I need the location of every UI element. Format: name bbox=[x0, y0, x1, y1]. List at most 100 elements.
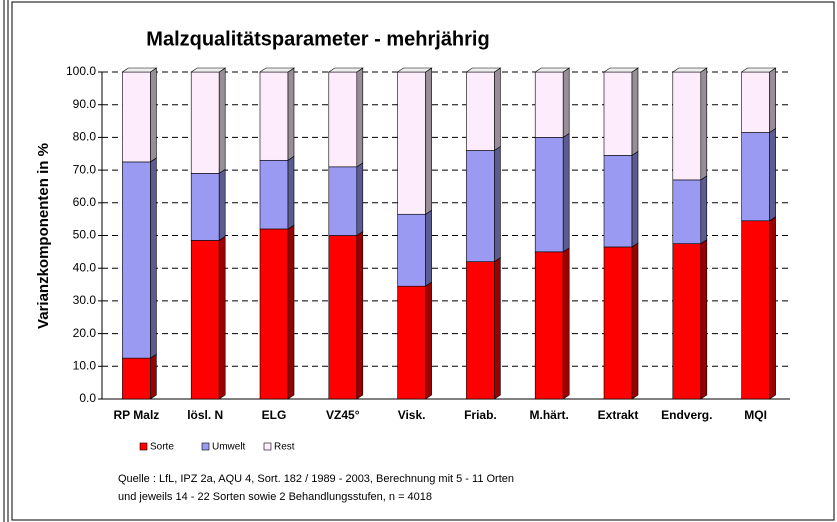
bar-segment-side bbox=[150, 353, 157, 400]
legend-swatch bbox=[201, 442, 210, 451]
bar-segment-side bbox=[562, 67, 570, 138]
bar-segment-side bbox=[425, 67, 432, 215]
x-tick-label: Visk. bbox=[398, 408, 426, 422]
bar-segment bbox=[603, 71, 633, 156]
bar-segment bbox=[603, 155, 633, 248]
bar-segment bbox=[466, 150, 495, 262]
legend-label: Umwelt bbox=[212, 442, 246, 453]
x-tick-label: M.härt. bbox=[530, 408, 569, 422]
bar-segment-side bbox=[150, 157, 157, 359]
bar-segment-side bbox=[356, 162, 364, 237]
legend-swatch bbox=[139, 442, 148, 451]
bar-segment bbox=[741, 71, 770, 133]
bar-segment-side bbox=[631, 242, 639, 400]
bar-segment bbox=[466, 261, 495, 400]
bar-segment bbox=[741, 132, 770, 222]
x-tick-label: lösl. N bbox=[187, 408, 223, 422]
x-tick-label: RP Malz bbox=[114, 408, 160, 422]
bar-segment bbox=[328, 235, 358, 400]
y-axis-label: Varianzkomponenten in % bbox=[35, 143, 52, 329]
bar-top bbox=[465, 67, 502, 73]
legend-label: Sorte bbox=[150, 442, 174, 453]
bar-segment-side bbox=[356, 230, 364, 400]
bar-segment-side bbox=[425, 209, 432, 287]
y-tick-label: 90.0 bbox=[73, 97, 97, 111]
y-tick-label: 60.0 bbox=[73, 195, 97, 209]
note: und jeweils 14 - 22 Sorten sowie 2 Behan… bbox=[118, 491, 432, 503]
bar-segment-side bbox=[769, 67, 776, 134]
bar-segment bbox=[259, 71, 289, 161]
bar-segment bbox=[397, 213, 426, 287]
bar-segment bbox=[534, 251, 564, 400]
bar-segment-side bbox=[700, 239, 708, 400]
x-tick-label: Extrakt bbox=[598, 408, 639, 422]
bar-segment bbox=[534, 71, 564, 138]
bar-segment bbox=[397, 71, 426, 215]
bar-top bbox=[534, 67, 571, 73]
bar-segment-side bbox=[218, 235, 226, 400]
bar-segment bbox=[328, 71, 358, 168]
bar-segment-side bbox=[218, 67, 226, 174]
legend-label: Rest bbox=[274, 442, 295, 453]
bar-segment bbox=[259, 228, 289, 400]
bar-top bbox=[327, 67, 364, 73]
bar-segment bbox=[190, 71, 220, 174]
bar-segment-side bbox=[631, 150, 639, 248]
bar-segment-side bbox=[700, 175, 708, 245]
bar-segment bbox=[190, 173, 220, 241]
bar-segment-side bbox=[287, 155, 295, 230]
y-tick-label: 20.0 bbox=[73, 326, 97, 340]
y-tick-label: 100.0 bbox=[66, 64, 96, 78]
bar-top bbox=[121, 67, 158, 73]
bar-segment bbox=[190, 240, 220, 400]
bar-segment-side bbox=[494, 67, 501, 152]
bar-segment-side bbox=[287, 224, 295, 400]
bar-top bbox=[603, 67, 639, 73]
y-tick-label: 40.0 bbox=[73, 260, 97, 274]
bar-segment-side bbox=[631, 67, 639, 156]
bar-segment-side bbox=[494, 257, 501, 400]
bar-top bbox=[740, 67, 777, 73]
y-tick-label: 70.0 bbox=[73, 162, 97, 176]
bar-segment bbox=[672, 243, 702, 400]
bar-top bbox=[396, 67, 433, 73]
x-tick-label: Friab. bbox=[464, 408, 497, 422]
bar-segment-side bbox=[562, 247, 570, 400]
x-tick-label: MQI bbox=[744, 408, 767, 422]
bar-segment bbox=[603, 246, 633, 400]
y-tick-label: 0.0 bbox=[79, 391, 96, 405]
bar-segment-side bbox=[562, 132, 570, 253]
legend-swatch bbox=[263, 442, 272, 451]
y-tick-label: 50.0 bbox=[73, 228, 97, 242]
bar-segment bbox=[122, 71, 151, 163]
y-tick-label: 10.0 bbox=[73, 358, 97, 372]
bar-segment-side bbox=[769, 216, 776, 400]
bar-segment bbox=[328, 166, 358, 236]
bar-segment-side bbox=[150, 67, 157, 163]
bar-segment bbox=[672, 179, 702, 244]
bar-top bbox=[259, 67, 295, 73]
x-tick-label: Endverg. bbox=[661, 408, 712, 422]
note: Quelle : LfL, IPZ 2a, AQU 4, Sort. 182 /… bbox=[118, 473, 514, 485]
bar-segment bbox=[397, 285, 426, 400]
bar-segment-side bbox=[218, 168, 226, 241]
chart-border bbox=[11, 1, 835, 521]
bar-top bbox=[190, 67, 227, 73]
bar-segment-side bbox=[494, 145, 501, 263]
bar-segment bbox=[259, 159, 289, 230]
bar-segment-side bbox=[700, 67, 708, 181]
x-tick-label: ELG bbox=[262, 408, 287, 422]
y-tick-label: 30.0 bbox=[73, 293, 97, 307]
chart-title: Malzqualitätsparameter - mehrjährig bbox=[146, 28, 489, 50]
bar-segment-side bbox=[425, 281, 432, 400]
bar-segment bbox=[534, 137, 564, 253]
bar-top bbox=[671, 67, 708, 73]
bar-segment bbox=[466, 71, 495, 151]
bar-segment-side bbox=[769, 127, 776, 222]
y-tick-label: 80.0 bbox=[73, 130, 97, 144]
bar-segment bbox=[672, 71, 702, 181]
bar-segment-side bbox=[287, 67, 295, 161]
bar-segment bbox=[122, 357, 151, 400]
bar-segment bbox=[741, 220, 770, 400]
